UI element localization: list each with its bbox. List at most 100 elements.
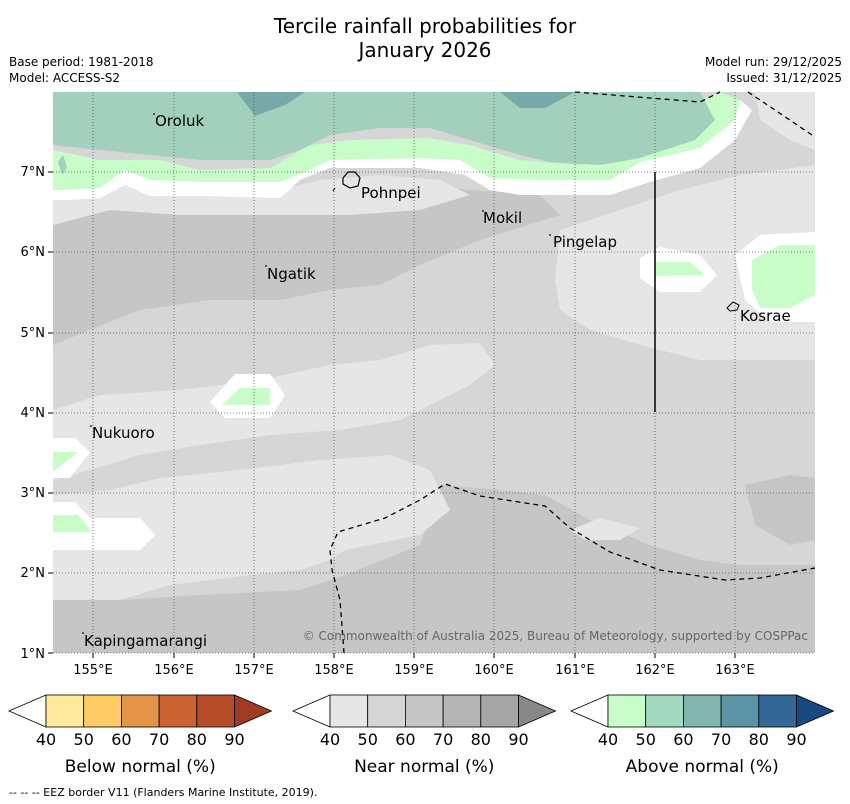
ant-atoll (332, 187, 336, 192)
lat-label-5: 5°N (21, 326, 46, 341)
field-above-40-southwest (53, 515, 92, 532)
title-line-1: Tercile rainfall probabilities for (273, 14, 577, 38)
legend-1-tick-0: 40 (320, 730, 340, 749)
legend-0-swatch-3 (158, 694, 198, 728)
legend-0-tick-4: 80 (187, 730, 207, 749)
map-field (53, 92, 815, 653)
field-above-40-kosrae (752, 245, 815, 308)
legend-2-swatch-2 (683, 694, 722, 728)
forecast-map: Oroluk Pohnpei Mokil Pingelap Ngatik Kos… (21, 91, 816, 678)
oroluk-marker (153, 113, 155, 115)
legend-2-tick-3: 70 (711, 730, 731, 749)
legend-near-normal: 40 50 60 70 80 90 Near normal (%) (291, 694, 557, 777)
meta-left: Base period: 1981-2018 Model: ACCESS-S2 (9, 54, 154, 86)
eez-border-northeast (747, 91, 813, 136)
legend-0-label: Below normal (%) (65, 757, 216, 777)
lat-label-4: 4°N (21, 406, 46, 421)
lon-label-161: 161°E (555, 663, 595, 678)
field-above-50-patch (58, 155, 67, 175)
eez-border-south (329, 483, 816, 654)
mokil-marker (482, 210, 484, 212)
legend-1-label: Near normal (%) (354, 757, 494, 777)
kapingamarangi-marker (82, 632, 84, 634)
field-near-40-southeast (570, 518, 640, 540)
legend-2-tick-5: 90 (786, 730, 806, 749)
field-above-40-east (655, 262, 705, 276)
model-run: Model run: 29/12/2025 (704, 55, 842, 69)
legend-1-tick-2: 60 (395, 730, 415, 749)
legend-1-high-arrow (518, 694, 557, 728)
field-white-ring-west (53, 438, 90, 478)
field-above-60-east (500, 92, 575, 108)
place-oroluk: Oroluk (155, 112, 204, 130)
legend-0-tick-5: 90 (224, 730, 244, 749)
meta-right: Model run: 29/12/2025 Issued: 31/12/2025 (705, 54, 842, 86)
place-pingelap: Pingelap (553, 233, 617, 251)
place-nukuoro: Nukuoro (92, 424, 155, 442)
legend-1-swatch-0 (329, 694, 369, 728)
legend-1-tick-4: 80 (471, 730, 491, 749)
title-line-2: January 2026 (358, 38, 492, 62)
lon-label-159: 159°E (394, 663, 434, 678)
legend-1-tick-5: 90 (508, 730, 528, 749)
lon-label-160: 160°E (474, 663, 514, 678)
field-above-40-north (53, 92, 740, 190)
field-above-40-central (222, 388, 270, 405)
legend-2-tick-1: 50 (636, 730, 656, 749)
lat-label-7: 7°N (21, 165, 46, 180)
legend-0-swatch-2 (121, 694, 160, 728)
lon-label-156: 156°E (154, 663, 194, 678)
field-near-40-northeast (755, 92, 815, 150)
legend-2-swatch-1 (645, 694, 684, 728)
model-name: Model: ACCESS-S2 (9, 71, 121, 85)
legend-0-low-arrow (7, 694, 47, 728)
legend-2-low-arrow (569, 694, 609, 728)
legend-above-normal: 40 50 60 70 80 90 Above normal (%) (569, 694, 835, 777)
pingelap-marker (549, 234, 551, 236)
field-white-ring-southwest (53, 502, 155, 550)
legend-1-swatch-3 (442, 694, 482, 728)
legend-1-swatch-4 (480, 694, 519, 728)
base-period: Base period: 1981-2018 (9, 55, 154, 69)
gridlines (53, 92, 815, 654)
copyright-notice: © Commonwealth of Australia 2025, Bureau… (303, 629, 808, 643)
ngatik-marker (265, 265, 267, 267)
legend-2-tick-4: 80 (749, 730, 769, 749)
issued-date: Issued: 31/12/2025 (726, 71, 842, 85)
lat-label-3: 3°N (21, 486, 46, 501)
lon-label-163: 163°E (715, 663, 755, 678)
legend-2-swatch-3 (720, 694, 760, 728)
pohnpei-island (342, 171, 361, 189)
lat-label-2: 2°N (21, 566, 46, 581)
place-ngatik: Ngatik (267, 265, 316, 283)
legend-1-swatch-1 (367, 694, 406, 728)
lon-label-155: 155°E (73, 663, 113, 678)
eez-footnote: -- -- -- EEZ border V11 (Flanders Marine… (9, 786, 318, 799)
kosrae-island (726, 301, 740, 312)
eez-border (329, 91, 816, 654)
field-near-40-south (53, 455, 450, 600)
field-above-40-west (53, 452, 78, 472)
legend-1-tick-1: 50 (358, 730, 378, 749)
nukuoro-marker (90, 425, 92, 427)
legend-2-tick-0: 40 (598, 730, 618, 749)
legend-0-high-arrow (234, 694, 273, 728)
field-above-50-north (53, 92, 715, 165)
legend-2-swatch-4 (758, 694, 797, 728)
legend-2-swatch-0 (607, 694, 647, 728)
legend-1-swatch-2 (404, 694, 444, 728)
map-title: Tercile rainfall probabilities for Janua… (0, 14, 850, 62)
field-near-40-northwest (53, 175, 470, 225)
place-pohnpei: Pohnpei (361, 184, 421, 202)
legend-2-tick-2: 60 (673, 730, 693, 749)
lon-label-157: 157°E (234, 663, 274, 678)
place-mokil: Mokil (483, 209, 522, 227)
lat-label-6: 6°N (21, 245, 46, 260)
legend-0-swatch-1 (83, 694, 122, 728)
place-markers (82, 113, 551, 634)
legend-0-swatch-4 (196, 694, 235, 728)
place-kosrae: Kosrae (740, 307, 791, 325)
legend-0-tick-3: 70 (149, 730, 169, 749)
lat-label-1: 1°N (21, 647, 46, 662)
